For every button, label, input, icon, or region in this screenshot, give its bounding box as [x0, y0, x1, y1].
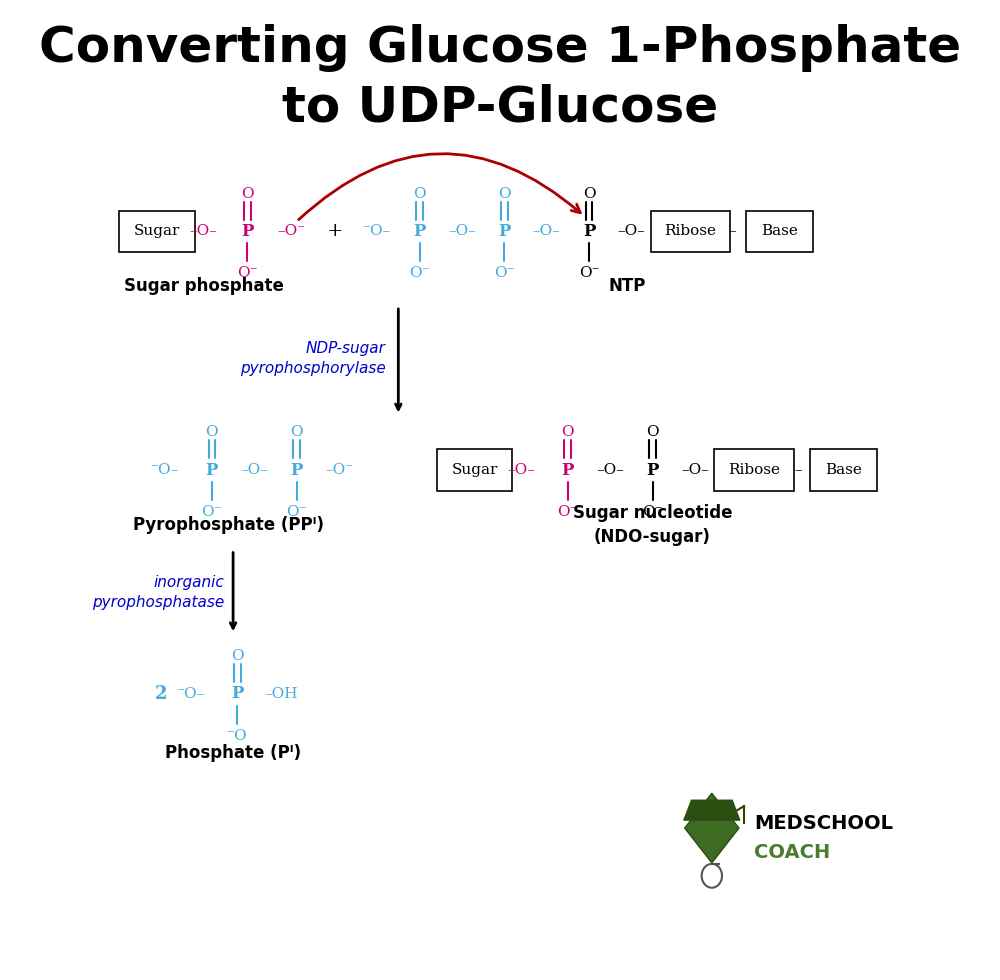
FancyBboxPatch shape	[810, 449, 877, 491]
Text: O: O	[413, 186, 426, 201]
Text: P: P	[646, 462, 659, 478]
Text: Sugar: Sugar	[451, 464, 498, 477]
Text: O⁻: O⁻	[579, 267, 599, 280]
Text: +: +	[327, 222, 343, 240]
Text: –O–: –O–	[190, 224, 217, 238]
Text: O⁻: O⁻	[286, 505, 307, 518]
FancyBboxPatch shape	[746, 211, 813, 253]
Text: O: O	[206, 425, 218, 439]
Text: Phosphate (Pᴵ): Phosphate (Pᴵ)	[165, 745, 301, 762]
Text: Base: Base	[825, 464, 862, 477]
Text: O⁻: O⁻	[642, 505, 663, 518]
Text: Ribose: Ribose	[728, 464, 780, 477]
Text: P: P	[206, 462, 218, 478]
Text: O: O	[231, 649, 244, 663]
Text: O⁻: O⁻	[494, 267, 515, 280]
Text: Pyrophosphate (PPᴵ): Pyrophosphate (PPᴵ)	[133, 515, 324, 534]
Text: P: P	[498, 223, 510, 240]
Text: –O–: –O–	[507, 464, 535, 477]
Text: –O–: –O–	[617, 224, 645, 238]
Text: –: –	[794, 464, 802, 477]
Text: ⁻O–: ⁻O–	[151, 464, 179, 477]
Text: O: O	[290, 425, 303, 439]
Text: MEDSCHOOL: MEDSCHOOL	[754, 813, 893, 833]
Text: –O–: –O–	[240, 464, 268, 477]
Text: NDP-sugar
pyrophosphorylase: NDP-sugar pyrophosphorylase	[240, 341, 386, 376]
Text: O: O	[646, 425, 659, 439]
Text: P: P	[413, 223, 426, 240]
Polygon shape	[685, 793, 739, 862]
Text: –O⁻: –O⁻	[325, 464, 353, 477]
Text: ⁻O–: ⁻O–	[177, 687, 205, 701]
Text: Base: Base	[761, 224, 798, 238]
Text: Sugar nucleotide
(NDO-sugar): Sugar nucleotide (NDO-sugar)	[573, 504, 732, 546]
FancyBboxPatch shape	[651, 211, 730, 253]
Text: O: O	[498, 186, 511, 201]
FancyBboxPatch shape	[119, 211, 195, 253]
Text: Ribose: Ribose	[665, 224, 717, 238]
Text: COACH: COACH	[754, 844, 830, 862]
Text: inorganic
pyrophosphatase: inorganic pyrophosphatase	[92, 575, 225, 610]
Text: –O–: –O–	[533, 224, 561, 238]
Text: NTP: NTP	[608, 277, 646, 295]
Polygon shape	[684, 801, 740, 820]
Text: P: P	[562, 462, 574, 478]
Text: –O–: –O–	[596, 464, 624, 477]
Text: P: P	[231, 685, 244, 703]
Text: O⁻: O⁻	[237, 267, 258, 280]
FancyArrowPatch shape	[299, 154, 580, 220]
Text: –O⁻: –O⁻	[277, 224, 306, 238]
FancyBboxPatch shape	[437, 449, 512, 491]
Text: O: O	[241, 186, 254, 201]
Text: Sugar: Sugar	[134, 224, 180, 238]
Text: O⁻: O⁻	[202, 505, 222, 518]
Text: O: O	[561, 425, 574, 439]
Text: 2: 2	[155, 685, 167, 703]
Text: Converting Glucose 1-Phosphate: Converting Glucose 1-Phosphate	[39, 24, 961, 72]
Text: to UDP-Glucose: to UDP-Glucose	[282, 83, 718, 131]
Text: –O–: –O–	[448, 224, 476, 238]
Text: P: P	[290, 462, 303, 478]
FancyBboxPatch shape	[714, 449, 794, 491]
Text: O⁻: O⁻	[557, 505, 578, 518]
Text: –OH: –OH	[265, 687, 298, 701]
Text: P: P	[583, 223, 595, 240]
Text: –O–: –O–	[681, 464, 709, 477]
Text: P: P	[241, 223, 254, 240]
Text: Sugar phosphate: Sugar phosphate	[124, 277, 283, 295]
Text: –: –	[728, 224, 736, 238]
Text: O: O	[583, 186, 595, 201]
Text: ⁻O–: ⁻O–	[363, 224, 391, 238]
Text: O⁻: O⁻	[409, 267, 430, 280]
Text: ⁻O: ⁻O	[227, 728, 248, 743]
